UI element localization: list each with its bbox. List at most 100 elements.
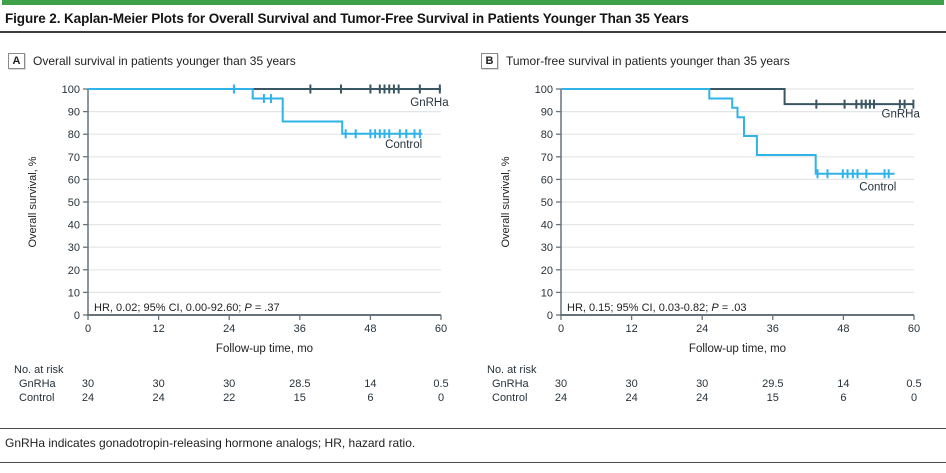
risk-value: 0.5	[906, 378, 921, 390]
panel-a-letter-badge: A	[8, 53, 25, 69]
hr-annotation-pre: HR, 0.02; 95% CI, 0.00-92.60;	[94, 302, 244, 314]
hr-annotation-post: = .03	[719, 302, 747, 314]
risk-row-gnrha: GnRHa 30 30 30 28.5 14 0.5	[19, 378, 449, 390]
x-tick-label: 36	[767, 323, 779, 335]
risk-value: 0.5	[433, 378, 448, 390]
y-tick-label: 20	[541, 265, 553, 277]
y-tick-label: 90	[541, 107, 553, 119]
panel-a-title: Overall survival in patients younger tha…	[33, 54, 296, 68]
risk-row-label: GnRHa	[19, 378, 57, 390]
footnote-divider-bottom	[0, 462, 946, 463]
risk-value: 30	[625, 378, 637, 390]
hr-annotation-post: = .37	[252, 302, 280, 314]
risk-value: 22	[223, 392, 235, 404]
x-tick-label: 0	[85, 323, 91, 335]
y-tick-label: 100	[62, 84, 80, 96]
gridlines	[561, 88, 914, 293]
risk-value: 30	[152, 378, 164, 390]
x-tick-label: 60	[435, 323, 447, 335]
gridlines	[88, 88, 441, 293]
y-tick-label: 40	[541, 220, 553, 232]
series-control: Control	[561, 88, 896, 194]
y-tick-label: 60	[68, 174, 80, 186]
footnote-divider-top	[0, 428, 946, 429]
risk-value: 0	[438, 392, 444, 404]
title-divider	[0, 31, 946, 33]
x-tick-label: 12	[152, 323, 164, 335]
panel-a: A Overall survival in patients younger t…	[0, 50, 473, 416]
panel-b-letter-badge: B	[481, 53, 498, 69]
hr-annotation-pre: HR, 0.15; 95% CI, 0.03-0.82;	[567, 302, 711, 314]
risk-value: 24	[82, 392, 94, 404]
panel-b-header: B Tumor-free survival in patients younge…	[481, 53, 790, 69]
x-tick-label: 0	[558, 323, 564, 335]
hr-annotation-p: P	[711, 302, 719, 314]
risk-value: 6	[367, 392, 373, 404]
x-tick-label: 48	[364, 323, 376, 335]
risk-value: 14	[364, 378, 376, 390]
hr-annotation: HR, 0.15; 95% CI, 0.03-0.82; P = .03	[567, 302, 746, 314]
series-label-gnrha: GnRHa	[410, 97, 449, 109]
panel-b-title: Tumor-free survival in patients younger …	[506, 54, 790, 68]
risk-value: 14	[837, 378, 849, 390]
y-axis-title: Overall survival, %	[500, 156, 512, 247]
x-axis-ticks: 0 12 24 36 48 60	[85, 315, 447, 335]
risk-row-control: Control 24 24 24 15 6 0	[492, 392, 917, 404]
y-tick-label: 0	[547, 310, 553, 322]
y-axis-ticks: 0 10 20 30 40 50 60 70 80 90 100	[535, 84, 561, 322]
risk-table-header: No. at risk	[14, 364, 64, 376]
risk-table: No. at risk GnRHa 30 30 30 29.5 14 0.5 Control 24…	[487, 364, 922, 404]
x-axis-title: Follow-up time, mo	[689, 343, 786, 355]
y-axis-title: Overall survival, %	[27, 156, 39, 247]
x-tick-label: 60	[908, 323, 920, 335]
risk-value: 30	[223, 378, 235, 390]
risk-row-control: Control 24 24 22 15 6 0	[19, 392, 444, 404]
y-tick-label: 90	[68, 107, 80, 119]
x-axis-ticks: 0 12 24 36 48 60	[558, 315, 920, 335]
x-tick-label: 36	[294, 323, 306, 335]
y-tick-label: 70	[541, 152, 553, 164]
y-tick-label: 30	[68, 242, 80, 254]
km-curve-control	[561, 88, 895, 175]
series-label-control: Control	[859, 182, 896, 194]
risk-value: 30	[696, 378, 708, 390]
risk-value: 24	[555, 392, 567, 404]
panel-a-header: A Overall survival in patients younger t…	[8, 53, 296, 69]
risk-row-label: Control	[492, 392, 527, 404]
series-gnrha: GnRHa	[561, 88, 920, 120]
hr-annotation-p: P	[244, 302, 252, 314]
risk-row-gnrha: GnRHa 30 30 30 29.5 14 0.5	[492, 378, 922, 390]
y-tick-label: 20	[68, 265, 80, 277]
risk-table-header: No. at risk	[487, 364, 537, 376]
y-tick-label: 80	[68, 129, 80, 141]
y-tick-label: 100	[535, 84, 553, 96]
risk-value: 24	[625, 392, 637, 404]
risk-value: 28.5	[289, 378, 310, 390]
figure-title: Figure 2. Kaplan-Meier Plots for Overall…	[5, 11, 689, 26]
risk-value: 0	[911, 392, 917, 404]
y-tick-label: 80	[541, 129, 553, 141]
y-tick-label: 50	[541, 197, 553, 209]
risk-value: 29.5	[762, 378, 783, 390]
accent-bar	[2, 0, 944, 5]
y-tick-label: 30	[541, 242, 553, 254]
y-tick-label: 70	[68, 152, 80, 164]
km-curve-control	[88, 88, 423, 135]
x-tick-label: 24	[696, 323, 708, 335]
hr-annotation: HR, 0.02; 95% CI, 0.00-92.60; P = .37	[94, 302, 280, 314]
panels-container: A Overall survival in patients younger t…	[0, 50, 946, 416]
x-tick-label: 12	[625, 323, 637, 335]
risk-row-label: GnRHa	[492, 378, 530, 390]
risk-value: 15	[767, 392, 779, 404]
panel-b: B Tumor-free survival in patients younge…	[473, 50, 946, 416]
risk-value: 24	[152, 392, 164, 404]
series-label-control: Control	[385, 139, 422, 151]
risk-table: No. at risk GnRHa 30 30 30 28.5 14 0.5 Control 24…	[14, 364, 449, 404]
x-axis-title: Follow-up time, mo	[216, 343, 313, 355]
risk-value: 24	[696, 392, 708, 404]
risk-value: 15	[294, 392, 306, 404]
risk-value: 30	[555, 378, 567, 390]
